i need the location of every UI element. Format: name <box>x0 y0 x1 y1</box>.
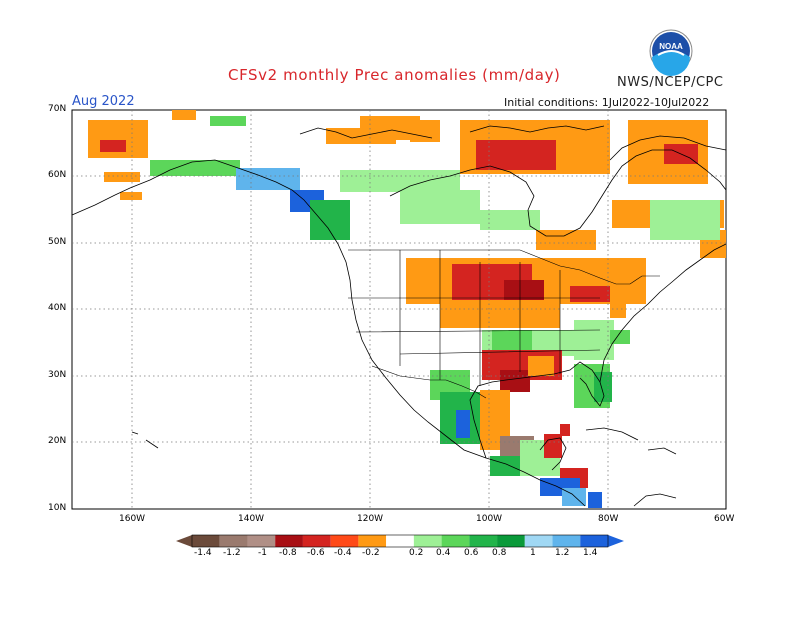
anomaly-patch <box>570 286 610 302</box>
colorbar-box <box>524 535 553 547</box>
anomaly-patch <box>610 304 626 318</box>
colorbar-label: 1 <box>530 548 536 558</box>
anomaly-patch <box>150 160 240 176</box>
anomaly-patch <box>480 210 540 230</box>
lon-label-60w: 60W <box>714 514 735 524</box>
lat-label-10n: 10N <box>48 503 67 513</box>
coastlines <box>71 125 727 507</box>
colorbar-label: 0.4 <box>436 548 451 558</box>
lon-label-160w: 160W <box>119 514 146 524</box>
anomaly-patch <box>340 170 460 192</box>
anomaly-patch <box>500 370 530 392</box>
lat-label-30n: 30N <box>48 370 67 380</box>
lat-label-60n: 60N <box>48 170 67 180</box>
lat-label-70n: 70N <box>48 104 67 114</box>
anomaly-patch <box>560 424 570 436</box>
colorbar-box <box>358 535 387 547</box>
initial-conditions: Initial conditions: 1Jul2022-10Jul2022 <box>504 96 710 109</box>
lon-label-140w: 140W <box>238 514 265 524</box>
colorbar-label: 0.2 <box>409 548 424 558</box>
anomaly-patch <box>588 492 602 508</box>
colorbar-box <box>580 535 608 547</box>
anomaly-patch <box>570 120 608 152</box>
colorbar-label: 0.6 <box>464 548 479 558</box>
anomaly-patch <box>88 120 148 158</box>
colorbar-label: 1.4 <box>583 548 598 558</box>
agency-label: NWS/NCEP/CPC <box>617 75 724 90</box>
anomaly-patch <box>528 356 554 376</box>
colorbar-box <box>192 535 220 547</box>
anomaly-patch <box>536 230 596 250</box>
colorbar-label: -0.6 <box>307 548 325 558</box>
colorbar <box>176 534 624 548</box>
political-borders <box>348 249 660 399</box>
colorbar-box <box>247 535 276 547</box>
anomaly-patch <box>210 116 246 126</box>
anomaly-patch <box>104 172 140 182</box>
anomaly-patch <box>544 434 562 458</box>
anomaly-patch <box>400 190 480 224</box>
anomaly-patch <box>172 110 196 120</box>
colorbar-box <box>275 535 303 547</box>
colorbar-label: -0.8 <box>279 548 297 558</box>
noaa-logo: NOAA <box>649 29 693 76</box>
lon-label-80w: 80W <box>598 514 619 524</box>
colorbar-box <box>413 535 442 547</box>
logo-text: NOAA <box>659 42 683 51</box>
lon-label-100w: 100W <box>476 514 503 524</box>
colorbar-box <box>469 535 498 547</box>
anomaly-patch <box>100 140 126 152</box>
graticule <box>72 110 726 509</box>
anomaly-patch <box>310 200 350 240</box>
lat-label-40n: 40N <box>48 303 67 313</box>
forecast-month: Aug 2022 <box>72 94 135 109</box>
anomaly-patch <box>476 140 556 170</box>
colorbar-box <box>302 535 331 547</box>
anomaly-patch <box>610 330 630 344</box>
lat-label-50n: 50N <box>48 237 67 247</box>
colorbar-label: -1.2 <box>223 548 241 558</box>
colorbar-box <box>552 535 581 547</box>
lon-label-120w: 120W <box>357 514 384 524</box>
colorbar-label: -0.4 <box>334 548 352 558</box>
colorbar-label: -1 <box>258 548 267 558</box>
colorbar-box <box>386 535 414 547</box>
colorbar-label: 1.2 <box>555 548 570 558</box>
anomaly-patch <box>410 120 440 142</box>
colorbar-low-arrow <box>176 535 192 547</box>
colorbar-box <box>219 535 248 547</box>
colorbar-label: -0.2 <box>362 548 380 558</box>
anomaly-patch <box>120 192 142 200</box>
anomaly-patch <box>440 300 560 328</box>
anomaly-patch <box>650 200 720 240</box>
colorbar-box <box>497 535 525 547</box>
map-title: CFSv2 monthly Prec anomalies (mm/day) <box>228 66 561 84</box>
anomaly-patch <box>456 410 470 438</box>
lat-label-20n: 20N <box>48 436 67 446</box>
colorbar-box <box>441 535 470 547</box>
colorbar-box <box>330 535 359 547</box>
anomaly-patch <box>492 330 532 350</box>
colorbar-label: -1.4 <box>194 548 212 558</box>
colorbar-label: 0.8 <box>492 548 507 558</box>
colorbar-high-arrow <box>608 535 624 547</box>
